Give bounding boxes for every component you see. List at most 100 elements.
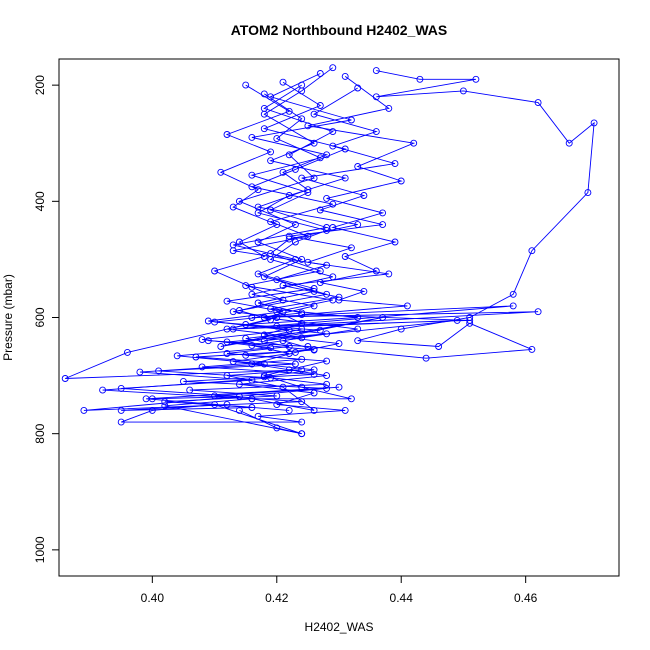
data-point [584, 189, 592, 197]
data-point [223, 325, 231, 333]
data-point [310, 346, 318, 354]
series-line [121, 84, 327, 411]
data-point [198, 363, 206, 371]
data-point [298, 309, 306, 317]
data-point [260, 360, 268, 368]
data-point [99, 386, 107, 394]
data-point [267, 374, 275, 382]
data-point [298, 334, 306, 342]
data-point [304, 232, 312, 240]
data-point [310, 110, 318, 118]
data-point [379, 209, 387, 217]
data-point [304, 122, 312, 130]
data-point [117, 406, 125, 414]
data-point [565, 139, 573, 147]
data-point [235, 393, 243, 400]
data-point [235, 238, 243, 246]
data-point [323, 380, 331, 388]
data-point [590, 119, 598, 127]
data-point [223, 297, 231, 305]
data-point [354, 325, 362, 333]
data-point [347, 395, 355, 403]
data-point [372, 67, 380, 75]
data-point [298, 430, 306, 438]
x-axis: 0.40 0.42 0.44 0.46 [141, 575, 538, 605]
series-line [208, 70, 595, 359]
data-point [273, 401, 281, 409]
data-point [323, 384, 331, 392]
data-point [229, 203, 237, 211]
data-point [235, 307, 243, 314]
data-point [385, 270, 393, 278]
data-point [316, 206, 324, 214]
series-line [83, 81, 347, 411]
data-point [354, 314, 362, 321]
y-axis: 200 400 600 800 1000 [33, 75, 60, 563]
data-point [323, 194, 331, 202]
data-point [528, 345, 536, 353]
plot-frame [58, 58, 620, 577]
data-point [273, 392, 281, 400]
data-point [341, 406, 349, 414]
data-point [217, 343, 225, 350]
x-axis-label: H2402_WAS [305, 620, 374, 634]
data-point [341, 253, 349, 260]
data-point [310, 139, 318, 147]
data-point [291, 221, 299, 229]
data-point [385, 104, 393, 112]
data-point [229, 241, 237, 249]
data-point [435, 343, 443, 350]
data-point [254, 186, 262, 194]
data-point [279, 282, 287, 290]
data-point [323, 151, 331, 159]
chart-title: ATOM2 Northbound H2402_WAS [231, 22, 448, 38]
data-point [211, 267, 219, 275]
data-point [285, 232, 293, 240]
data-point [260, 90, 268, 98]
data-point [298, 174, 306, 182]
data-point [267, 157, 275, 165]
data-point [310, 370, 318, 378]
data-point [391, 238, 399, 246]
y-tick-label: 400 [33, 191, 47, 211]
series-line [220, 76, 539, 347]
data-point [248, 404, 256, 411]
data-point [453, 316, 461, 324]
data-point [316, 267, 324, 275]
y-tick-label: 600 [33, 307, 47, 327]
y-tick-label: 200 [33, 75, 47, 95]
data-point [310, 366, 318, 374]
data-point [298, 355, 306, 363]
series-line [102, 87, 396, 435]
series-line [121, 73, 358, 435]
data-point [472, 75, 480, 83]
data-point [279, 296, 287, 304]
data-point [341, 72, 349, 80]
data-point [117, 384, 125, 392]
data-point [279, 168, 287, 176]
data-point [260, 253, 268, 260]
data-point [248, 133, 256, 141]
data-point [217, 168, 225, 176]
data-point [335, 293, 343, 301]
data-point [323, 330, 331, 338]
data-point [341, 174, 349, 182]
data-point [316, 154, 324, 162]
data-point [347, 116, 355, 124]
data-point [260, 273, 268, 281]
data-point [323, 224, 331, 231]
data-point [391, 160, 399, 168]
data-point [267, 218, 275, 226]
series-group [61, 64, 598, 438]
data-point [267, 206, 275, 214]
data-point [260, 104, 268, 112]
data-point [379, 221, 387, 229]
x-tick-label: 0.40 [141, 591, 165, 605]
data-point [298, 398, 306, 406]
data-point [242, 334, 250, 342]
data-point [528, 247, 536, 255]
data-point [354, 84, 362, 92]
data-point [248, 376, 256, 384]
data-point [273, 135, 281, 143]
data-point [360, 192, 368, 199]
